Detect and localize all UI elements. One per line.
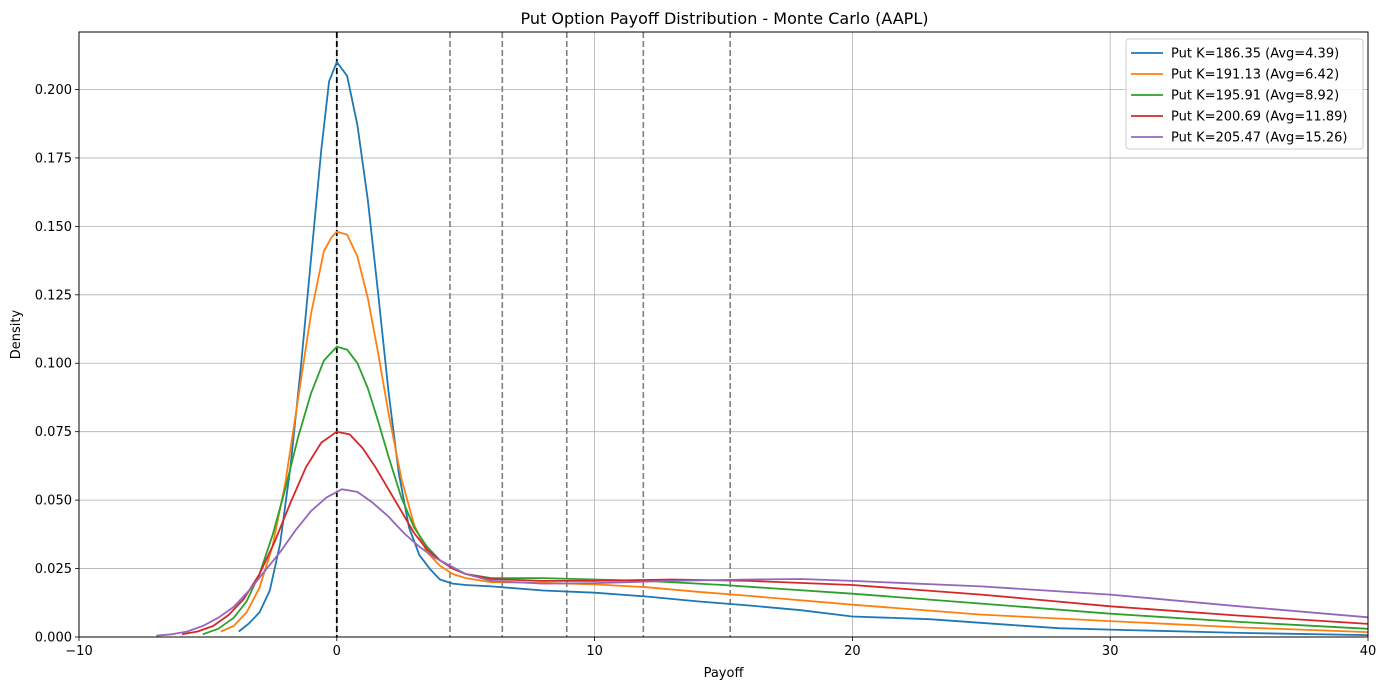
y-tick-label: 0.075 — [35, 425, 72, 440]
series-line-3 — [202, 345, 1369, 636]
series-line-1 — [238, 61, 1369, 636]
y-tick-label: 0.125 — [35, 288, 72, 303]
x-tick-label: −10 — [65, 644, 92, 659]
y-axis-label: Density — [9, 309, 24, 359]
legend-label: Put K=205.47 (Avg=15.26) — [1171, 131, 1347, 146]
x-tick-label: 20 — [844, 644, 861, 659]
x-tick-label: 10 — [586, 644, 603, 659]
legend: Put K=186.35 (Avg=4.39) Put K=191.13 (Avg… — [1125, 38, 1364, 150]
y-tick-label: 0.050 — [35, 494, 72, 509]
legend-label: Put K=195.91 (Avg=8.92) — [1171, 89, 1339, 104]
y-tick-label: 0.025 — [35, 562, 72, 577]
y-tick-label: 0.100 — [35, 357, 72, 372]
legend-label: Put K=191.13 (Avg=6.42) — [1171, 68, 1339, 83]
series-line-2 — [220, 230, 1369, 633]
series-line-5 — [156, 488, 1369, 637]
legend-label: Put K=200.69 (Avg=11.89) — [1171, 110, 1347, 125]
legend-box — [1125, 38, 1364, 150]
x-tick-label: 0 — [333, 644, 341, 659]
y-tick-label: 0.175 — [35, 151, 72, 166]
y-tick-label: 0.000 — [35, 631, 72, 646]
grid — [78, 32, 1369, 638]
x-tick-label: 40 — [1360, 644, 1377, 659]
reference-lines — [335, 32, 732, 637]
y-tick-label: 0.150 — [35, 220, 72, 235]
y-tick-label: 0.200 — [35, 83, 72, 98]
x-tick-label: 30 — [1102, 644, 1119, 659]
chart-title: Put Option Payoff Distribution - Monte C… — [521, 9, 929, 28]
x-axis-label: Payoff — [704, 666, 745, 681]
plot-frame — [78, 31, 1369, 638]
series-layer — [156, 61, 1369, 637]
axis-ticks: −10 0 10 20 30 40 0.000 0.025 0.050 0.075 0.100 0.1… — [35, 83, 1376, 659]
series-line-4 — [181, 430, 1369, 636]
legend-label: Put K=186.35 (Avg=4.39) — [1171, 47, 1339, 62]
